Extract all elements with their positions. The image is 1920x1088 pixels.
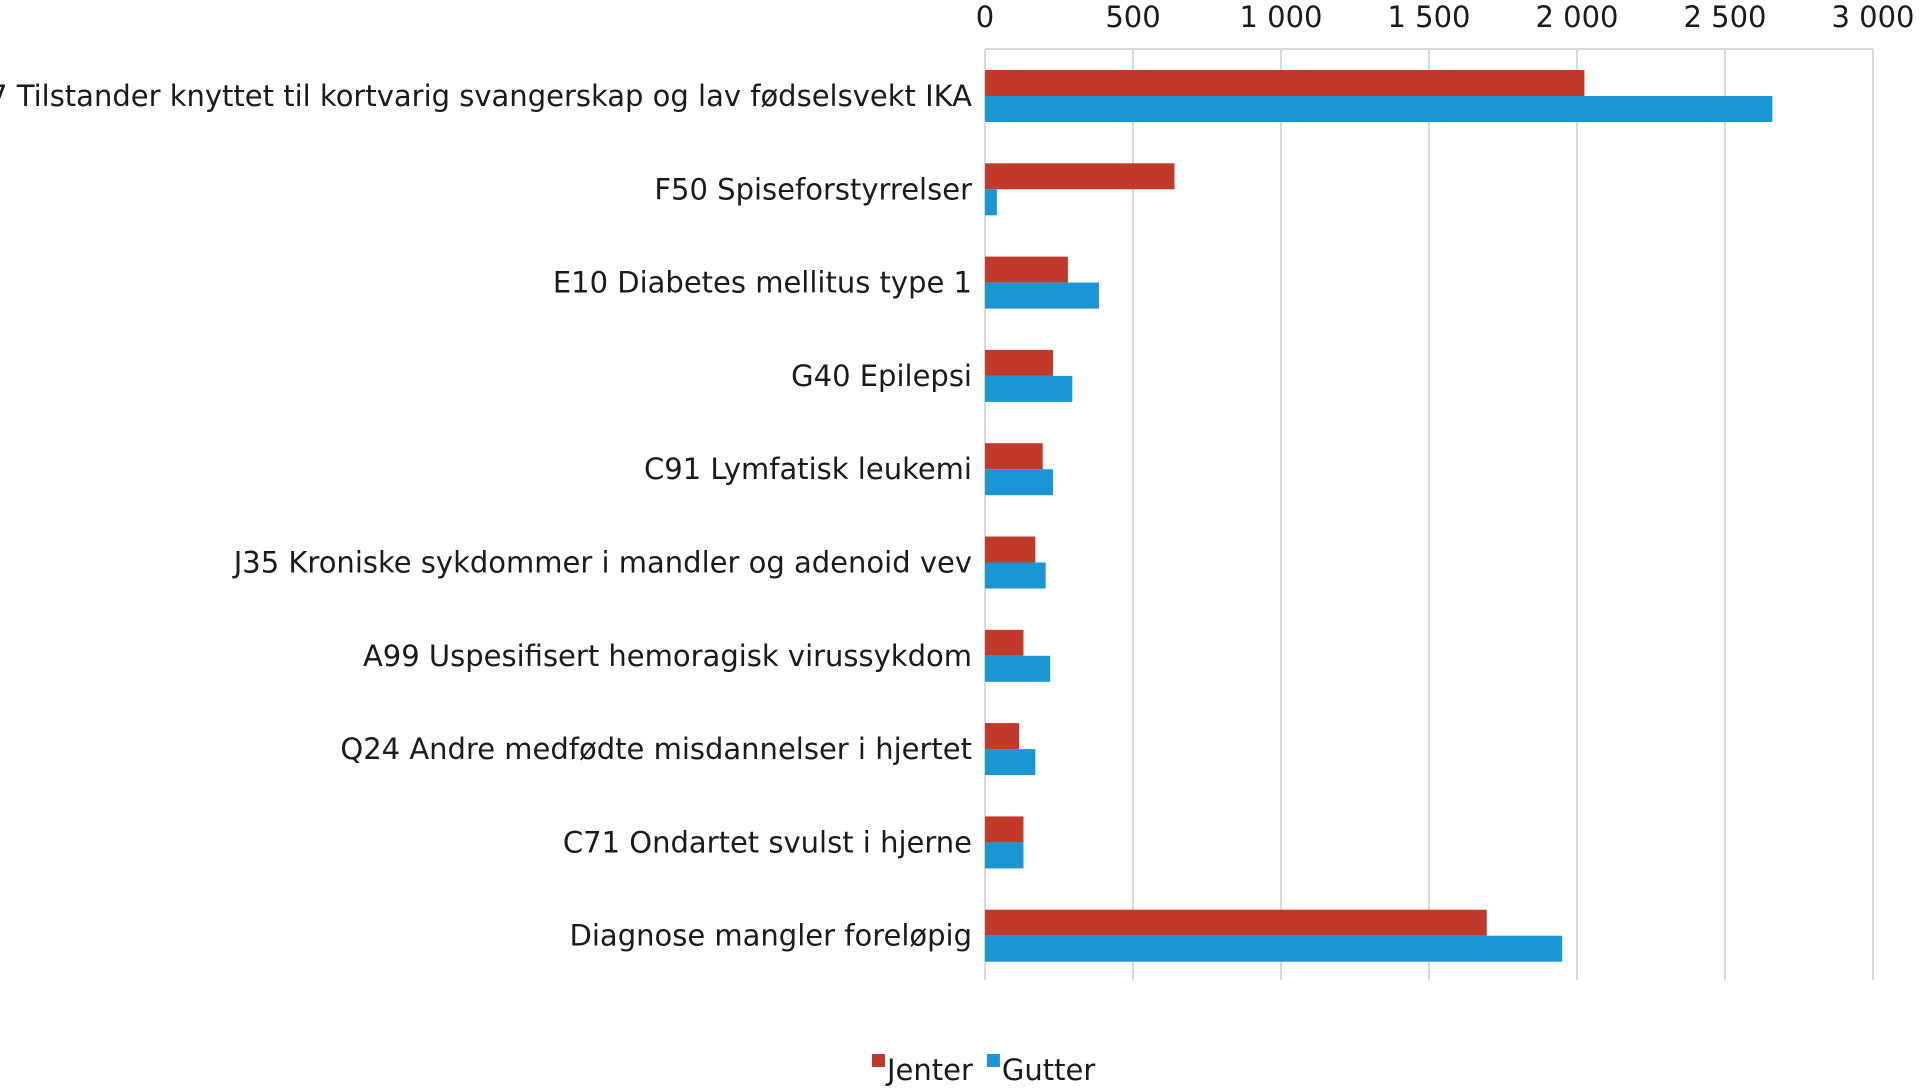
legend-label: Jenter: [885, 1053, 973, 1087]
bar-jenter: [985, 723, 1020, 750]
category-label: C91 Lymfatisk leukemi: [644, 452, 972, 486]
tick-label: 1 500: [1387, 0, 1470, 34]
category-label: J35 Kroniske sykdommer i mandler og aden…: [232, 546, 972, 580]
bar-jenter: [985, 70, 1585, 96]
category-labels: P07 Tilstander knyttet til kortvarig sva…: [0, 79, 972, 953]
bars: [985, 70, 1773, 962]
category-label: C71 Ondartet svulst i hjerne: [563, 825, 972, 859]
bar-jenter: [985, 163, 1175, 190]
tick-label: 2 500: [1683, 0, 1766, 34]
legend: Jenter Gutter: [872, 1053, 1095, 1087]
bar-gutter: [985, 749, 1036, 776]
bar-gutter: [985, 375, 1073, 402]
x-axis-ticks: 0 500 1 000 1 500 2 000 2 500 3 000: [976, 0, 1915, 34]
legend-swatch-gutter: [986, 1054, 1000, 1067]
bar-jenter: [985, 256, 1068, 283]
category-label: Q24 Andre medfødte misdannelser i hjerte…: [340, 732, 972, 766]
category-label: G40 Epilepsi: [791, 359, 972, 393]
legend-swatch-jenter: [872, 1054, 885, 1067]
bar-jenter: [985, 443, 1043, 470]
tick-label: 0: [976, 0, 994, 34]
legend-label: Gutter: [1002, 1053, 1095, 1087]
category-label: P07 Tilstander knyttet til kortvarig sva…: [0, 79, 972, 113]
bar-gutter: [985, 655, 1051, 682]
bar-jenter: [985, 816, 1024, 843]
category-label: Diagnose mangler foreløpig: [570, 919, 972, 953]
bar-gutter: [985, 282, 1099, 309]
tick-label: 2 000: [1535, 0, 1618, 34]
tick-label: 3 000: [1831, 0, 1914, 34]
bar-gutter: [985, 469, 1054, 496]
bar-jenter: [985, 909, 1487, 936]
tick-label: 1 000: [1239, 0, 1322, 34]
bar-jenter: [985, 349, 1054, 376]
category-label: E10 Diabetes mellitus type 1: [553, 266, 972, 300]
bar-gutter: [985, 189, 997, 216]
tick-label: 500: [1105, 0, 1160, 34]
bar-jenter: [985, 629, 1024, 656]
bar-gutter: [985, 562, 1046, 589]
bar-jenter: [985, 536, 1036, 563]
bar-gutter: [985, 96, 1773, 122]
category-label: A99 Uspesifisert hemoragisk virussykdom: [363, 639, 972, 673]
category-label: F50 Spiseforstyrrelser: [654, 172, 972, 206]
bar-gutter: [985, 935, 1563, 962]
bar-gutter: [985, 842, 1024, 869]
